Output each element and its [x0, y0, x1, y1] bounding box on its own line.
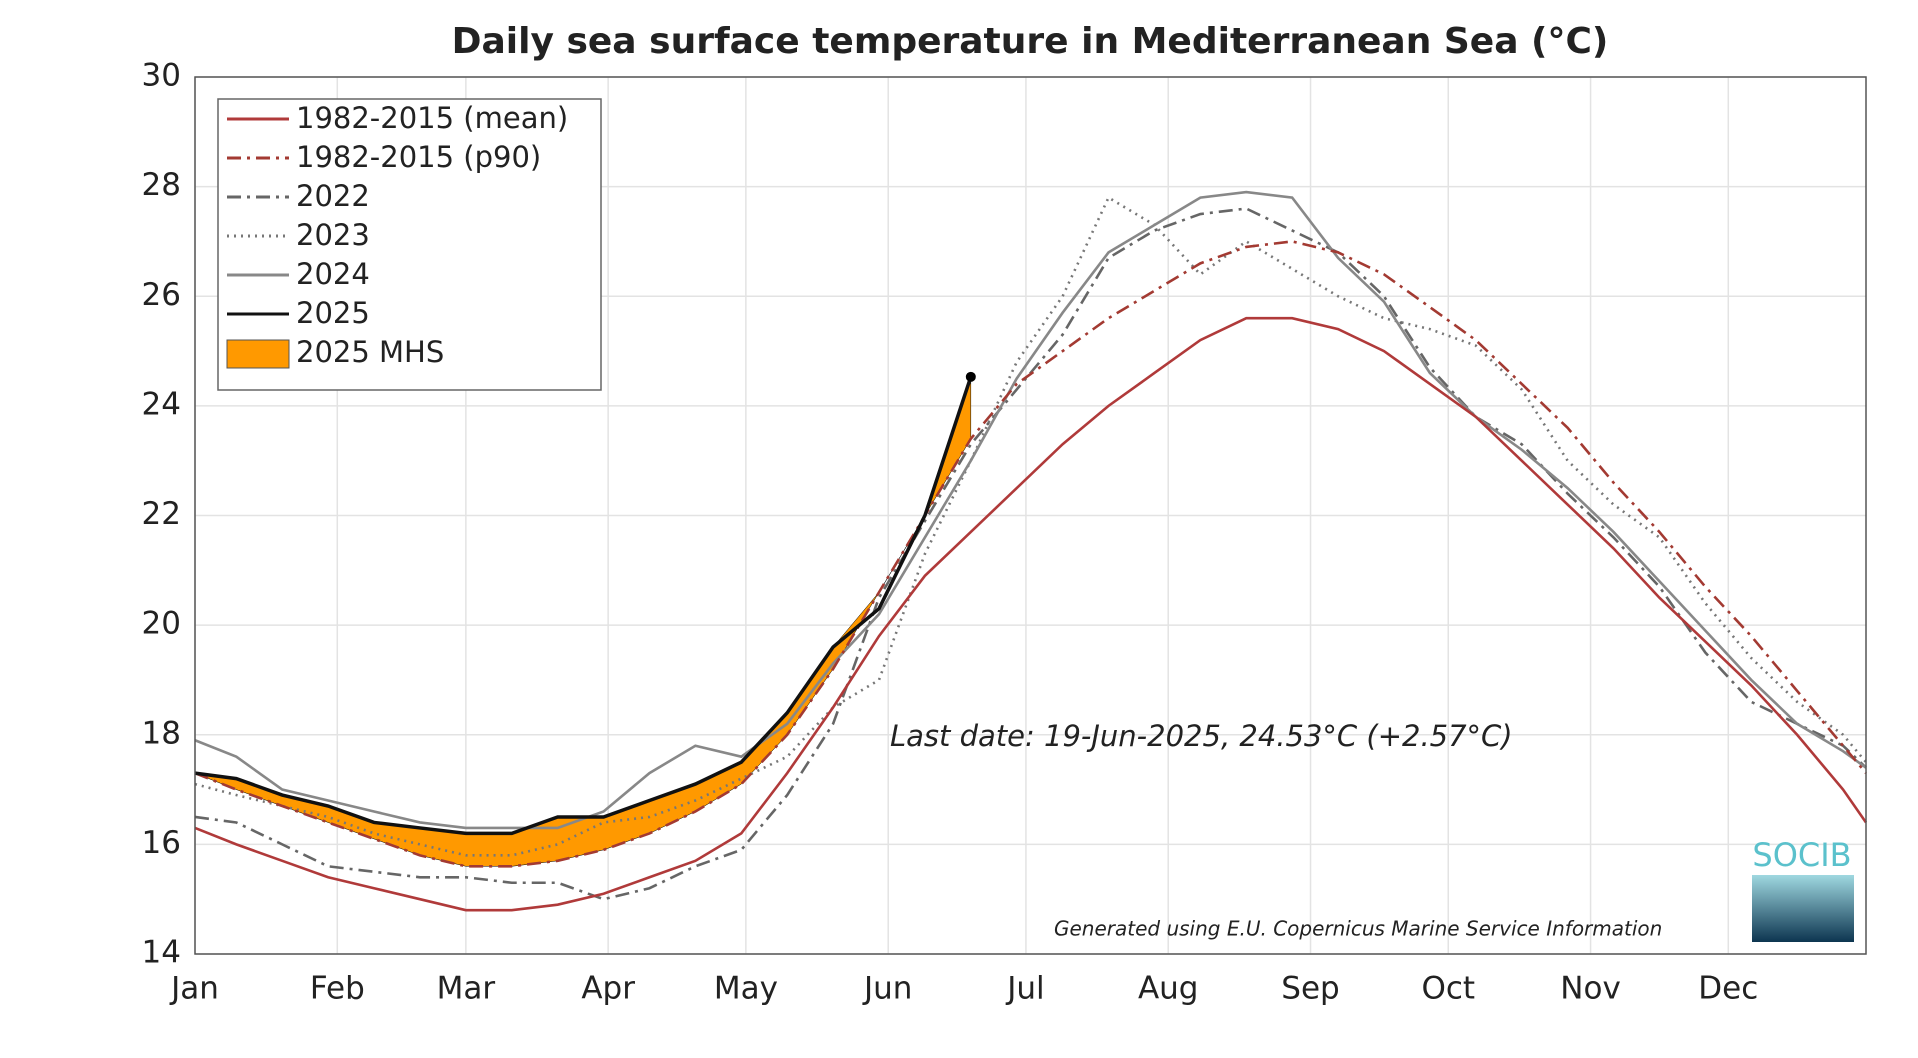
- series-line: [194, 376, 973, 836]
- footer: Generated using E.U. Copernicus Marine S…: [1054, 917, 1662, 941]
- series-line: [194, 190, 1867, 830]
- x-tick-label: Aug: [1138, 971, 1199, 1007]
- legend-label: 1982-2015 (mean): [296, 101, 568, 135]
- x-tick-label: Oct: [1421, 971, 1475, 1007]
- series-line: [194, 240, 1867, 868]
- x-tick-label: Jul: [1005, 971, 1044, 1007]
- x-tick-label: May: [714, 971, 778, 1007]
- annotation: Last date: 19-Jun-2025, 24.53°C (+2.57°C…: [890, 719, 1513, 753]
- x-tick-label: Mar: [437, 971, 496, 1007]
- series-line: [194, 316, 1868, 912]
- x-tick-label: Feb: [310, 971, 365, 1007]
- logo-text: SOCIB: [1752, 836, 1851, 874]
- legend-label: 2024: [296, 257, 370, 291]
- y-tick-label: 26: [142, 277, 181, 313]
- x-tick-label: Apr: [581, 971, 635, 1007]
- y-tick-label: 24: [142, 386, 181, 422]
- logo: [1752, 875, 1854, 942]
- legend-label: 2022: [296, 179, 370, 213]
- legend-swatch: [226, 339, 290, 369]
- x-tick-label: Sep: [1281, 971, 1339, 1007]
- x-tick-label: Dec: [1698, 971, 1758, 1007]
- y-tick-label: 18: [142, 715, 181, 751]
- y-tick-label: 14: [142, 935, 181, 971]
- y-tick-label: 30: [142, 58, 181, 94]
- y-tick-label: 16: [142, 825, 181, 861]
- x-tick-label: Nov: [1560, 971, 1621, 1007]
- y-tick-label: 28: [142, 167, 181, 203]
- x-tick-label: Jan: [169, 971, 219, 1007]
- last-point: [965, 371, 976, 382]
- legend-label: 1982-2015 (p90): [296, 140, 541, 174]
- x-tick-label: Jun: [862, 971, 912, 1007]
- y-tick-label: 22: [142, 496, 181, 532]
- axes-box: [194, 76, 1867, 955]
- y-tick-label: 20: [142, 606, 181, 642]
- legend-label: 2023: [296, 218, 370, 252]
- legend-label: 2025: [296, 296, 370, 330]
- series-line: [194, 195, 1867, 857]
- chart-title: Daily sea surface temperature in Mediter…: [452, 21, 1609, 62]
- legend-label: 2025 MHS: [296, 335, 444, 369]
